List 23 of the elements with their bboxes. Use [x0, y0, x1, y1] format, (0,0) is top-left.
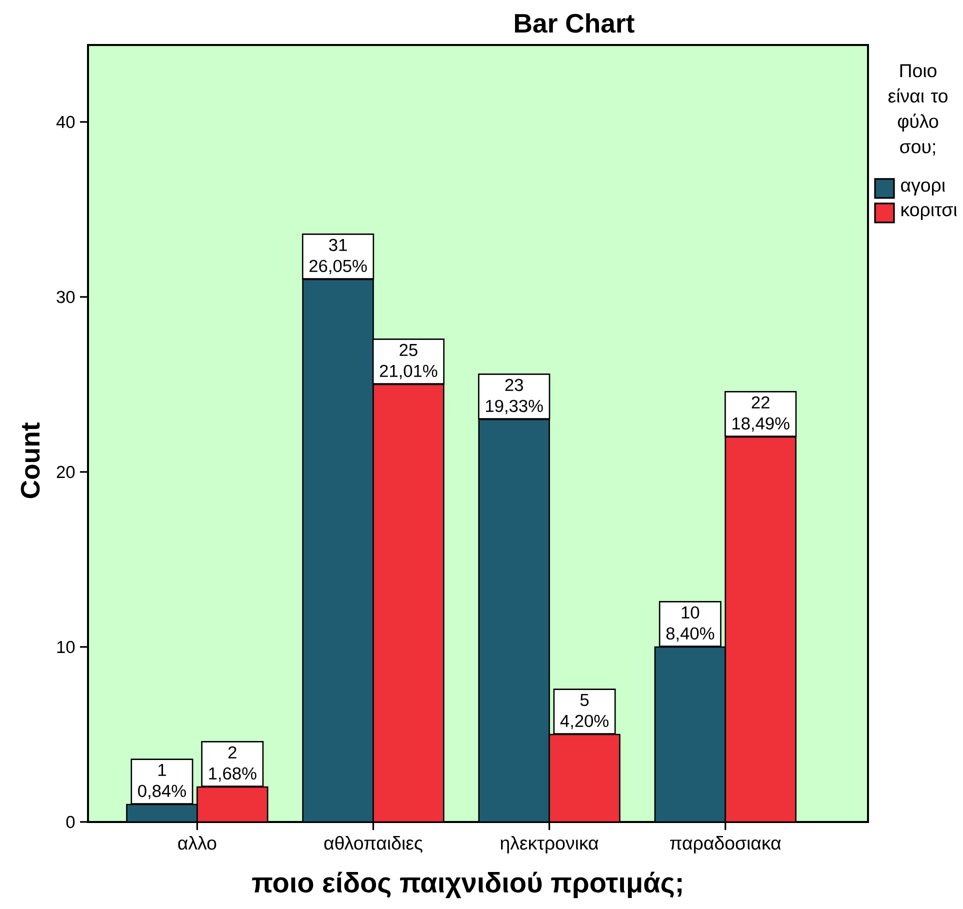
data-label: 5 4,20%	[560, 694, 608, 730]
x-tick-label: ηλεκτρονικα	[500, 836, 598, 854]
data-label: 10 8,40%	[666, 606, 714, 642]
x-axis-title: ποιο είδος παιχνιδιού προτιμάς;	[252, 872, 682, 898]
legend-title: Ποιο είναι το φύλο σου;	[888, 64, 948, 156]
y-axis-title: Count	[20, 422, 40, 498]
x-tick-label: αλλο	[178, 836, 216, 850]
data-label: 31 26,05%	[310, 238, 367, 274]
y-tick-label: 40	[56, 116, 75, 128]
y-tick-label: 30	[56, 290, 75, 304]
x-tick-label: αθλοπαιδιες	[324, 836, 422, 853]
y-tick-label: 0	[66, 816, 75, 828]
legend-label: αγορι	[901, 182, 946, 196]
data-label: 1 0,84%	[138, 764, 186, 800]
x-tick-label: παραδοσιακα	[670, 836, 781, 854]
legend-label: κοριτσι	[902, 206, 957, 220]
chart-title: Bar Chart	[515, 13, 634, 33]
data-label: 2 1,68%	[209, 746, 256, 782]
y-tick-label: 20	[56, 466, 75, 478]
data-label: 25 21,01%	[380, 344, 438, 380]
y-tick-label: 10	[57, 640, 75, 654]
data-label: 23 19,33%	[486, 378, 543, 414]
data-label: 22 18,49%	[732, 396, 790, 432]
